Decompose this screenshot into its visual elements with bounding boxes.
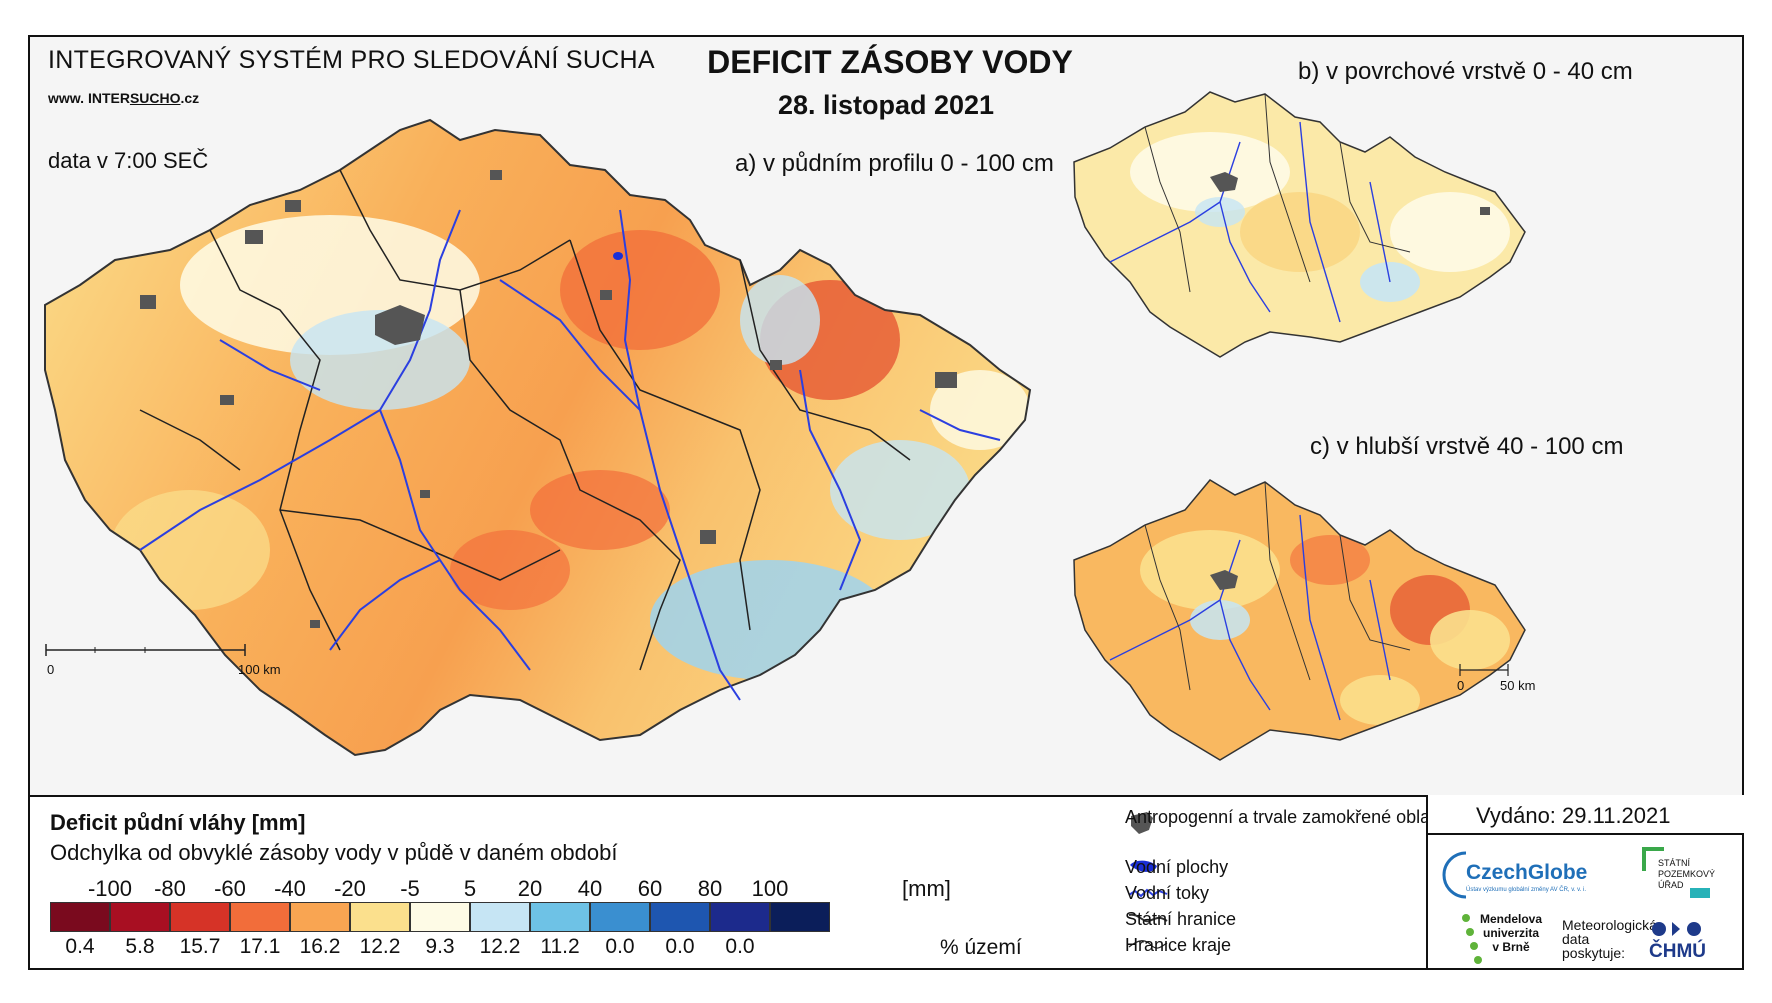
map-b (1073, 91, 1526, 358)
legend-break-label: 5 (463, 876, 477, 901)
state-border-icon (1128, 913, 1168, 923)
chmu-logo-icon (1652, 922, 1701, 936)
mendelu-logo-icon (1462, 914, 1482, 964)
legend-pct-label: 11.2 (540, 935, 580, 958)
legend-swatch (170, 902, 230, 932)
legend-swatch (410, 902, 470, 932)
czechglobe-name: CzechGlobe (1466, 861, 1588, 884)
legend-swatch (110, 902, 170, 932)
legend-urban: Antropogenní a trvale zamokřené oblasti (1125, 807, 1449, 827)
legend-pct-label: 5.8 (125, 935, 155, 958)
legend-title: Deficit půdní vláhy [mm] (50, 810, 306, 835)
urban-area-icon (1131, 812, 1153, 834)
website-link[interactable]: www. INTERSUCHO.cz (48, 90, 200, 106)
legend-swatch (290, 902, 350, 932)
page-title: DEFICIT ZÁSOBY VODY (707, 44, 1073, 80)
scale-bar-main (45, 644, 246, 656)
issued-date: Vydáno: 29.11.2021 (1476, 803, 1671, 828)
legend-pct-label: 0.0 (725, 935, 755, 958)
legend-swatch (350, 902, 410, 932)
legend-break-label: -40 (274, 876, 306, 901)
czechglobe-logo (1442, 851, 1467, 899)
map-a-label: a) v půdním profilu 0 - 100 cm (735, 150, 1054, 177)
legend-pct-label: 0.0 (665, 935, 695, 958)
legend-swatch (650, 902, 710, 932)
spu-accent (1690, 888, 1710, 898)
legend-break-label: -20 (334, 876, 366, 901)
legend-swatch (710, 902, 770, 932)
legend-break-label: -80 (154, 876, 186, 901)
footer-divider (1426, 795, 1428, 970)
legend-region-border: Hranice kraje (1125, 935, 1232, 955)
legend-break-label: -5 (400, 876, 420, 901)
legend-swatch (470, 902, 530, 932)
legend-break-label: 40 (577, 876, 603, 901)
legend-water-bodies: Vodní plochy (1125, 857, 1229, 877)
scale-small-start: 0 (1457, 678, 1465, 693)
legend-pct-label: 0.4 (65, 935, 95, 958)
legend-pct-label: 9.3 (425, 935, 455, 958)
legend-unit-mm: [mm] (902, 876, 951, 901)
legend-break-label: -60 (214, 876, 246, 901)
water-body-icon (1130, 860, 1157, 872)
legend-swatch (590, 902, 650, 932)
legend-unit-pct: % území (940, 936, 1022, 959)
map-c-label: c) v hlubší vrstvě 40 - 100 cm (1310, 433, 1624, 460)
page-date: 28. listopad 2021 (777, 90, 995, 120)
legend-swatch (50, 902, 110, 932)
mendelu-text: Mendelova univerzita v Brně (1480, 912, 1543, 954)
legend-pct-label: 16.2 (299, 935, 341, 958)
spu-text: STÁTNÍ POZEMKOVÝ ÚŘAD (1658, 858, 1716, 890)
legend-break-label: 100 (751, 876, 789, 901)
region-border-icon (1128, 940, 1168, 949)
legend-swatch (770, 902, 830, 932)
map-a (44, 118, 1032, 757)
meteo-text: Meteorologická data poskytuje: (1562, 917, 1657, 961)
legend-pct-label: 17.1 (239, 935, 281, 958)
chmu-name: ČHMÚ (1649, 941, 1706, 962)
data-time: data v 7:00 SEČ (48, 148, 209, 173)
scale-bar-small (1459, 664, 1509, 676)
river-icon (1128, 888, 1168, 898)
scale-main-start: 0 (47, 662, 55, 677)
legend-swatch (530, 902, 590, 932)
map-c (1073, 479, 1526, 761)
legend-break-label: 60 (637, 876, 663, 901)
legend-pct-label: 15.7 (179, 935, 221, 958)
legend-state-border: Státní hranice (1125, 909, 1237, 929)
scale-small-end: 50 km (1500, 678, 1536, 693)
legend-subtitle: Odchylka od obvyklé zásoby vody v půdě v… (50, 840, 618, 865)
legend-pct-label: 12.2 (359, 935, 401, 958)
scale-main-end: 100 km (238, 662, 281, 677)
legend-break-label: 80 (697, 876, 723, 901)
legend-pct-label: 12.2 (479, 935, 521, 958)
legend-rivers: Vodní toky (1125, 883, 1210, 903)
legend-swatch (230, 902, 290, 932)
czechglobe-sub: Ústav výzkumu globální změny AV ČR, v. v… (1466, 887, 1587, 893)
legend-pct-label: 0.0 (605, 935, 635, 958)
legend-break-label: 20 (517, 876, 543, 901)
spu-logo-icon (1642, 847, 1664, 871)
system-title: INTEGROVANÝ SYSTÉM PRO SLEDOVÁNÍ SUCHA (48, 46, 655, 74)
legend-break-label: -100 (87, 876, 133, 901)
map-b-label: b) v povrchové vrstvě 0 - 40 cm (1298, 58, 1633, 85)
issued-box (1426, 795, 1744, 835)
